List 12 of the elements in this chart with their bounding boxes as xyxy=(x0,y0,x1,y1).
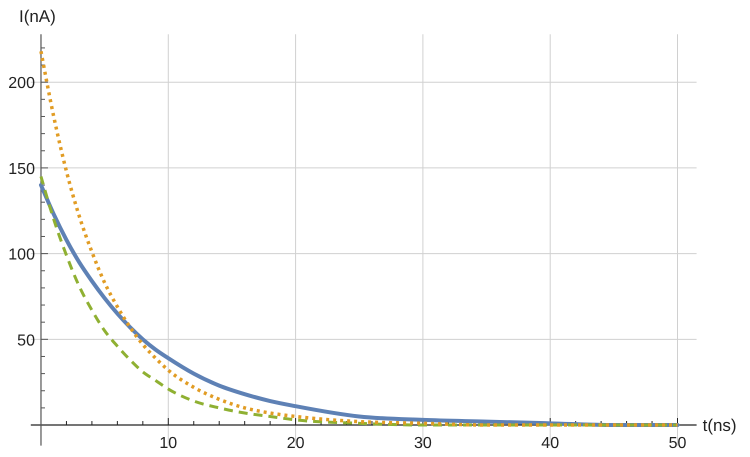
x-axis-title: t(ns) xyxy=(702,416,737,436)
y-tick-label: 100 xyxy=(8,246,36,264)
x-tick-label: 10 xyxy=(159,435,178,452)
x-tick-label: 20 xyxy=(286,435,305,452)
x-tick-label: 30 xyxy=(414,435,432,452)
y-tick-label: 200 xyxy=(8,75,36,92)
x-tick-label: 50 xyxy=(668,435,687,452)
y-tick-label: 50 xyxy=(17,332,36,350)
x-tick-label: 40 xyxy=(541,435,560,452)
line-series xyxy=(39,50,680,427)
y-axis-title: I(nA) xyxy=(18,7,56,26)
y-tick-label: 150 xyxy=(8,160,36,178)
